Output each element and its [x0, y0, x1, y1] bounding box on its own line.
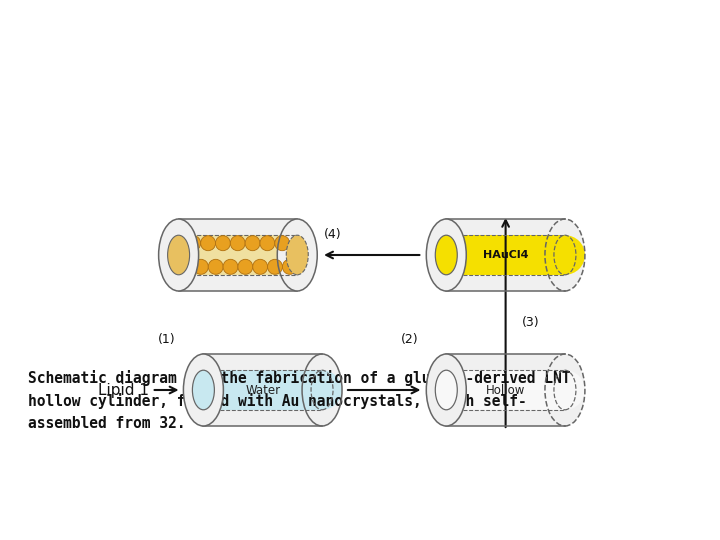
Ellipse shape	[192, 370, 215, 410]
Circle shape	[208, 259, 223, 274]
Text: HAuCl4: HAuCl4	[483, 250, 528, 260]
Ellipse shape	[158, 219, 199, 291]
Text: Lipid 1: Lipid 1	[99, 382, 150, 397]
Ellipse shape	[184, 354, 223, 426]
Circle shape	[215, 235, 230, 251]
Bar	[446, 235, 565, 275]
Text: (3): (3)	[521, 316, 539, 329]
Circle shape	[230, 235, 246, 251]
Circle shape	[179, 259, 194, 274]
Ellipse shape	[545, 370, 585, 410]
Bar	[203, 354, 322, 426]
Bar	[446, 219, 565, 291]
Text: (1): (1)	[158, 333, 176, 346]
Ellipse shape	[277, 219, 318, 291]
Text: Water: Water	[245, 383, 280, 396]
Ellipse shape	[426, 354, 467, 426]
Circle shape	[194, 259, 208, 274]
Circle shape	[245, 235, 260, 251]
Text: (2): (2)	[400, 333, 418, 346]
Ellipse shape	[168, 235, 189, 275]
Ellipse shape	[426, 219, 467, 291]
Ellipse shape	[436, 370, 457, 410]
Circle shape	[223, 259, 238, 274]
Text: Schematic diagram for the fabrication of a glucose-derived LNT
hollow cylinder, : Schematic diagram for the fabrication of…	[28, 370, 570, 431]
Circle shape	[253, 259, 268, 274]
Bar	[446, 354, 565, 426]
Circle shape	[260, 235, 275, 251]
Bar	[446, 370, 565, 410]
Circle shape	[282, 259, 297, 274]
Text: Hollow: Hollow	[486, 383, 526, 396]
Bar	[203, 370, 322, 410]
Circle shape	[186, 235, 201, 251]
Ellipse shape	[436, 235, 457, 275]
Circle shape	[268, 259, 282, 274]
Circle shape	[238, 259, 253, 274]
Ellipse shape	[302, 370, 342, 410]
Ellipse shape	[545, 354, 585, 426]
Circle shape	[275, 235, 289, 251]
Bar	[179, 219, 297, 291]
Circle shape	[201, 235, 215, 251]
Ellipse shape	[545, 219, 585, 291]
Ellipse shape	[545, 235, 585, 275]
Ellipse shape	[287, 235, 308, 275]
Text: (4): (4)	[324, 228, 342, 241]
Bar	[179, 235, 297, 275]
Ellipse shape	[302, 354, 342, 426]
